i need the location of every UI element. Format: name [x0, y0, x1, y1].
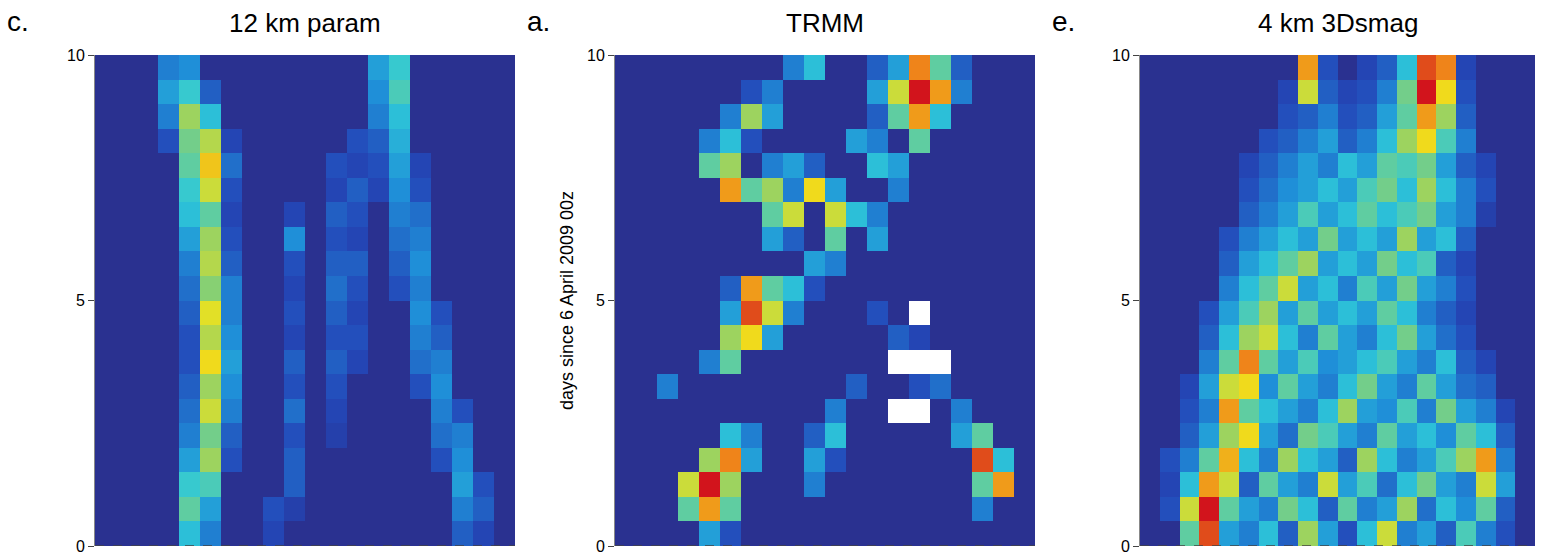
svg-text:e.: e.	[1052, 6, 1075, 37]
svg-text:0: 0	[76, 538, 85, 555]
svg-text:5: 5	[76, 292, 85, 309]
svg-text:10: 10	[587, 47, 605, 64]
svg-text:4 km 3Dsmag: 4 km 3Dsmag	[1258, 8, 1418, 38]
svg-text:10: 10	[1112, 47, 1130, 64]
svg-text:0: 0	[1121, 538, 1130, 555]
svg-text:a.: a.	[527, 6, 550, 37]
svg-text:days since 6 April 2009 00z: days since 6 April 2009 00z	[557, 191, 577, 410]
svg-text:10: 10	[67, 47, 85, 64]
svg-text:TRMM: TRMM	[786, 8, 864, 38]
svg-text:5: 5	[1121, 292, 1130, 309]
svg-text:0: 0	[596, 538, 605, 555]
svg-text:c.: c.	[7, 6, 29, 37]
svg-text:5: 5	[596, 292, 605, 309]
svg-text:12 km param: 12 km param	[229, 8, 381, 38]
